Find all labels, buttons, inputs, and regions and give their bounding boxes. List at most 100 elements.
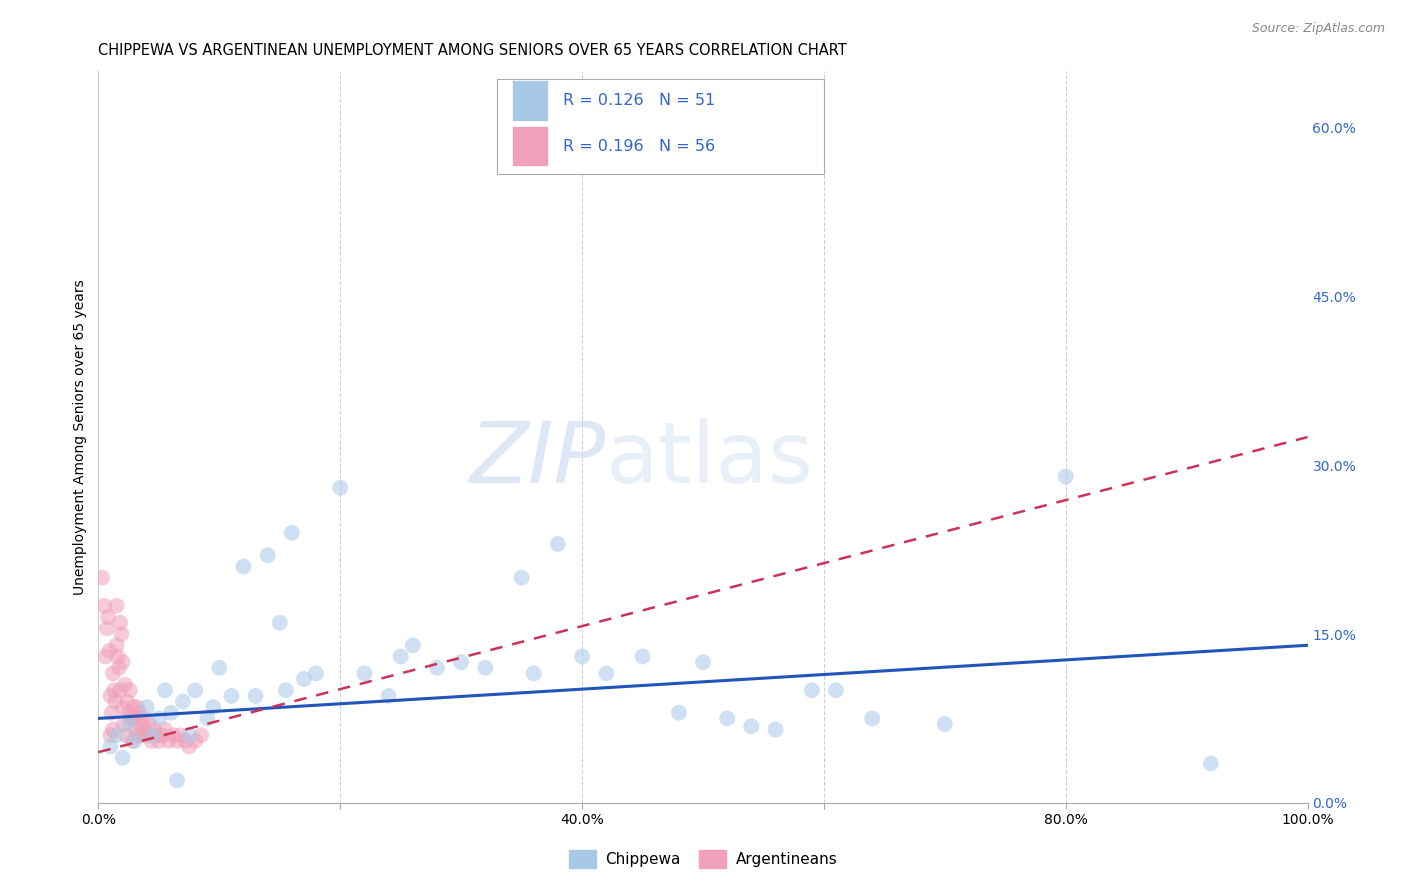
Point <box>111 751 134 765</box>
Point <box>934 717 956 731</box>
Point <box>1054 469 1077 483</box>
Point <box>110 627 132 641</box>
Point <box>134 723 156 737</box>
Point <box>125 723 148 737</box>
Point <box>100 706 122 720</box>
Point <box>101 666 124 681</box>
Point <box>111 655 134 669</box>
Point <box>202 700 225 714</box>
Point <box>138 717 160 731</box>
Point <box>595 666 617 681</box>
Point <box>118 706 141 720</box>
Point <box>174 734 197 748</box>
Point <box>127 728 149 742</box>
Point <box>97 610 120 624</box>
Point <box>103 683 125 698</box>
Point <box>740 719 762 733</box>
Text: R = 0.126   N = 51: R = 0.126 N = 51 <box>562 93 716 108</box>
Point <box>547 537 569 551</box>
Point <box>127 700 149 714</box>
Point <box>190 728 212 742</box>
Point <box>124 711 146 725</box>
Point <box>101 723 124 737</box>
Text: CHIPPEWA VS ARGENTINEAN UNEMPLOYMENT AMONG SENIORS OVER 65 YEARS CORRELATION CHA: CHIPPEWA VS ARGENTINEAN UNEMPLOYMENT AMO… <box>98 43 848 58</box>
Text: ZIP: ZIP <box>470 417 606 500</box>
Point <box>426 661 449 675</box>
Point <box>668 706 690 720</box>
Point <box>166 773 188 788</box>
Point <box>142 728 165 742</box>
Point <box>114 678 136 692</box>
Point <box>153 683 176 698</box>
Point <box>208 661 231 675</box>
Point <box>172 694 194 708</box>
Point <box>118 683 141 698</box>
Point <box>98 644 121 658</box>
Point <box>232 559 254 574</box>
Point <box>111 700 134 714</box>
Point <box>115 728 138 742</box>
Point <box>631 649 654 664</box>
Point <box>93 599 115 613</box>
Point <box>148 734 170 748</box>
Point <box>100 739 122 754</box>
Point <box>221 689 243 703</box>
Text: Source: ZipAtlas.com: Source: ZipAtlas.com <box>1251 22 1385 36</box>
Point <box>112 717 135 731</box>
Point <box>153 723 176 737</box>
Point <box>100 689 122 703</box>
Point <box>184 734 207 748</box>
Point <box>860 711 883 725</box>
Point <box>179 728 201 742</box>
Point <box>117 694 139 708</box>
Point <box>148 711 170 725</box>
Point <box>128 706 150 720</box>
Point <box>377 689 399 703</box>
Point <box>100 728 122 742</box>
Point <box>510 571 533 585</box>
Point <box>195 711 218 725</box>
Point <box>305 666 328 681</box>
Point <box>402 638 425 652</box>
Point <box>135 728 157 742</box>
Point <box>825 683 848 698</box>
Legend: Chippewa, Argentineans: Chippewa, Argentineans <box>568 850 838 868</box>
Point <box>169 728 191 742</box>
Point <box>129 717 152 731</box>
Point <box>150 728 173 742</box>
FancyBboxPatch shape <box>498 78 824 174</box>
Point <box>141 734 163 748</box>
Point <box>91 571 114 585</box>
FancyBboxPatch shape <box>512 80 548 120</box>
Point <box>245 689 267 703</box>
Point <box>692 655 714 669</box>
Point <box>571 649 593 664</box>
Point <box>94 649 117 664</box>
Y-axis label: Unemployment Among Seniors over 65 years: Unemployment Among Seniors over 65 years <box>73 279 87 595</box>
Point <box>450 655 472 669</box>
Point <box>120 711 142 725</box>
Point <box>143 723 166 737</box>
Point <box>132 711 155 725</box>
Point <box>105 728 128 742</box>
Point <box>716 711 738 725</box>
Point <box>162 728 184 742</box>
Point <box>96 621 118 635</box>
Point <box>145 728 167 742</box>
Point <box>118 717 141 731</box>
Point <box>122 700 145 714</box>
Point <box>104 694 127 708</box>
Point <box>281 525 304 540</box>
Point <box>157 734 180 748</box>
Point <box>135 700 157 714</box>
Point <box>108 661 131 675</box>
Point <box>105 599 128 613</box>
Point <box>108 615 131 630</box>
Text: R = 0.196   N = 56: R = 0.196 N = 56 <box>562 138 714 153</box>
Point <box>269 615 291 630</box>
Point <box>329 481 352 495</box>
Point <box>474 661 496 675</box>
Point <box>389 649 412 664</box>
Point <box>160 706 183 720</box>
Point <box>353 666 375 681</box>
